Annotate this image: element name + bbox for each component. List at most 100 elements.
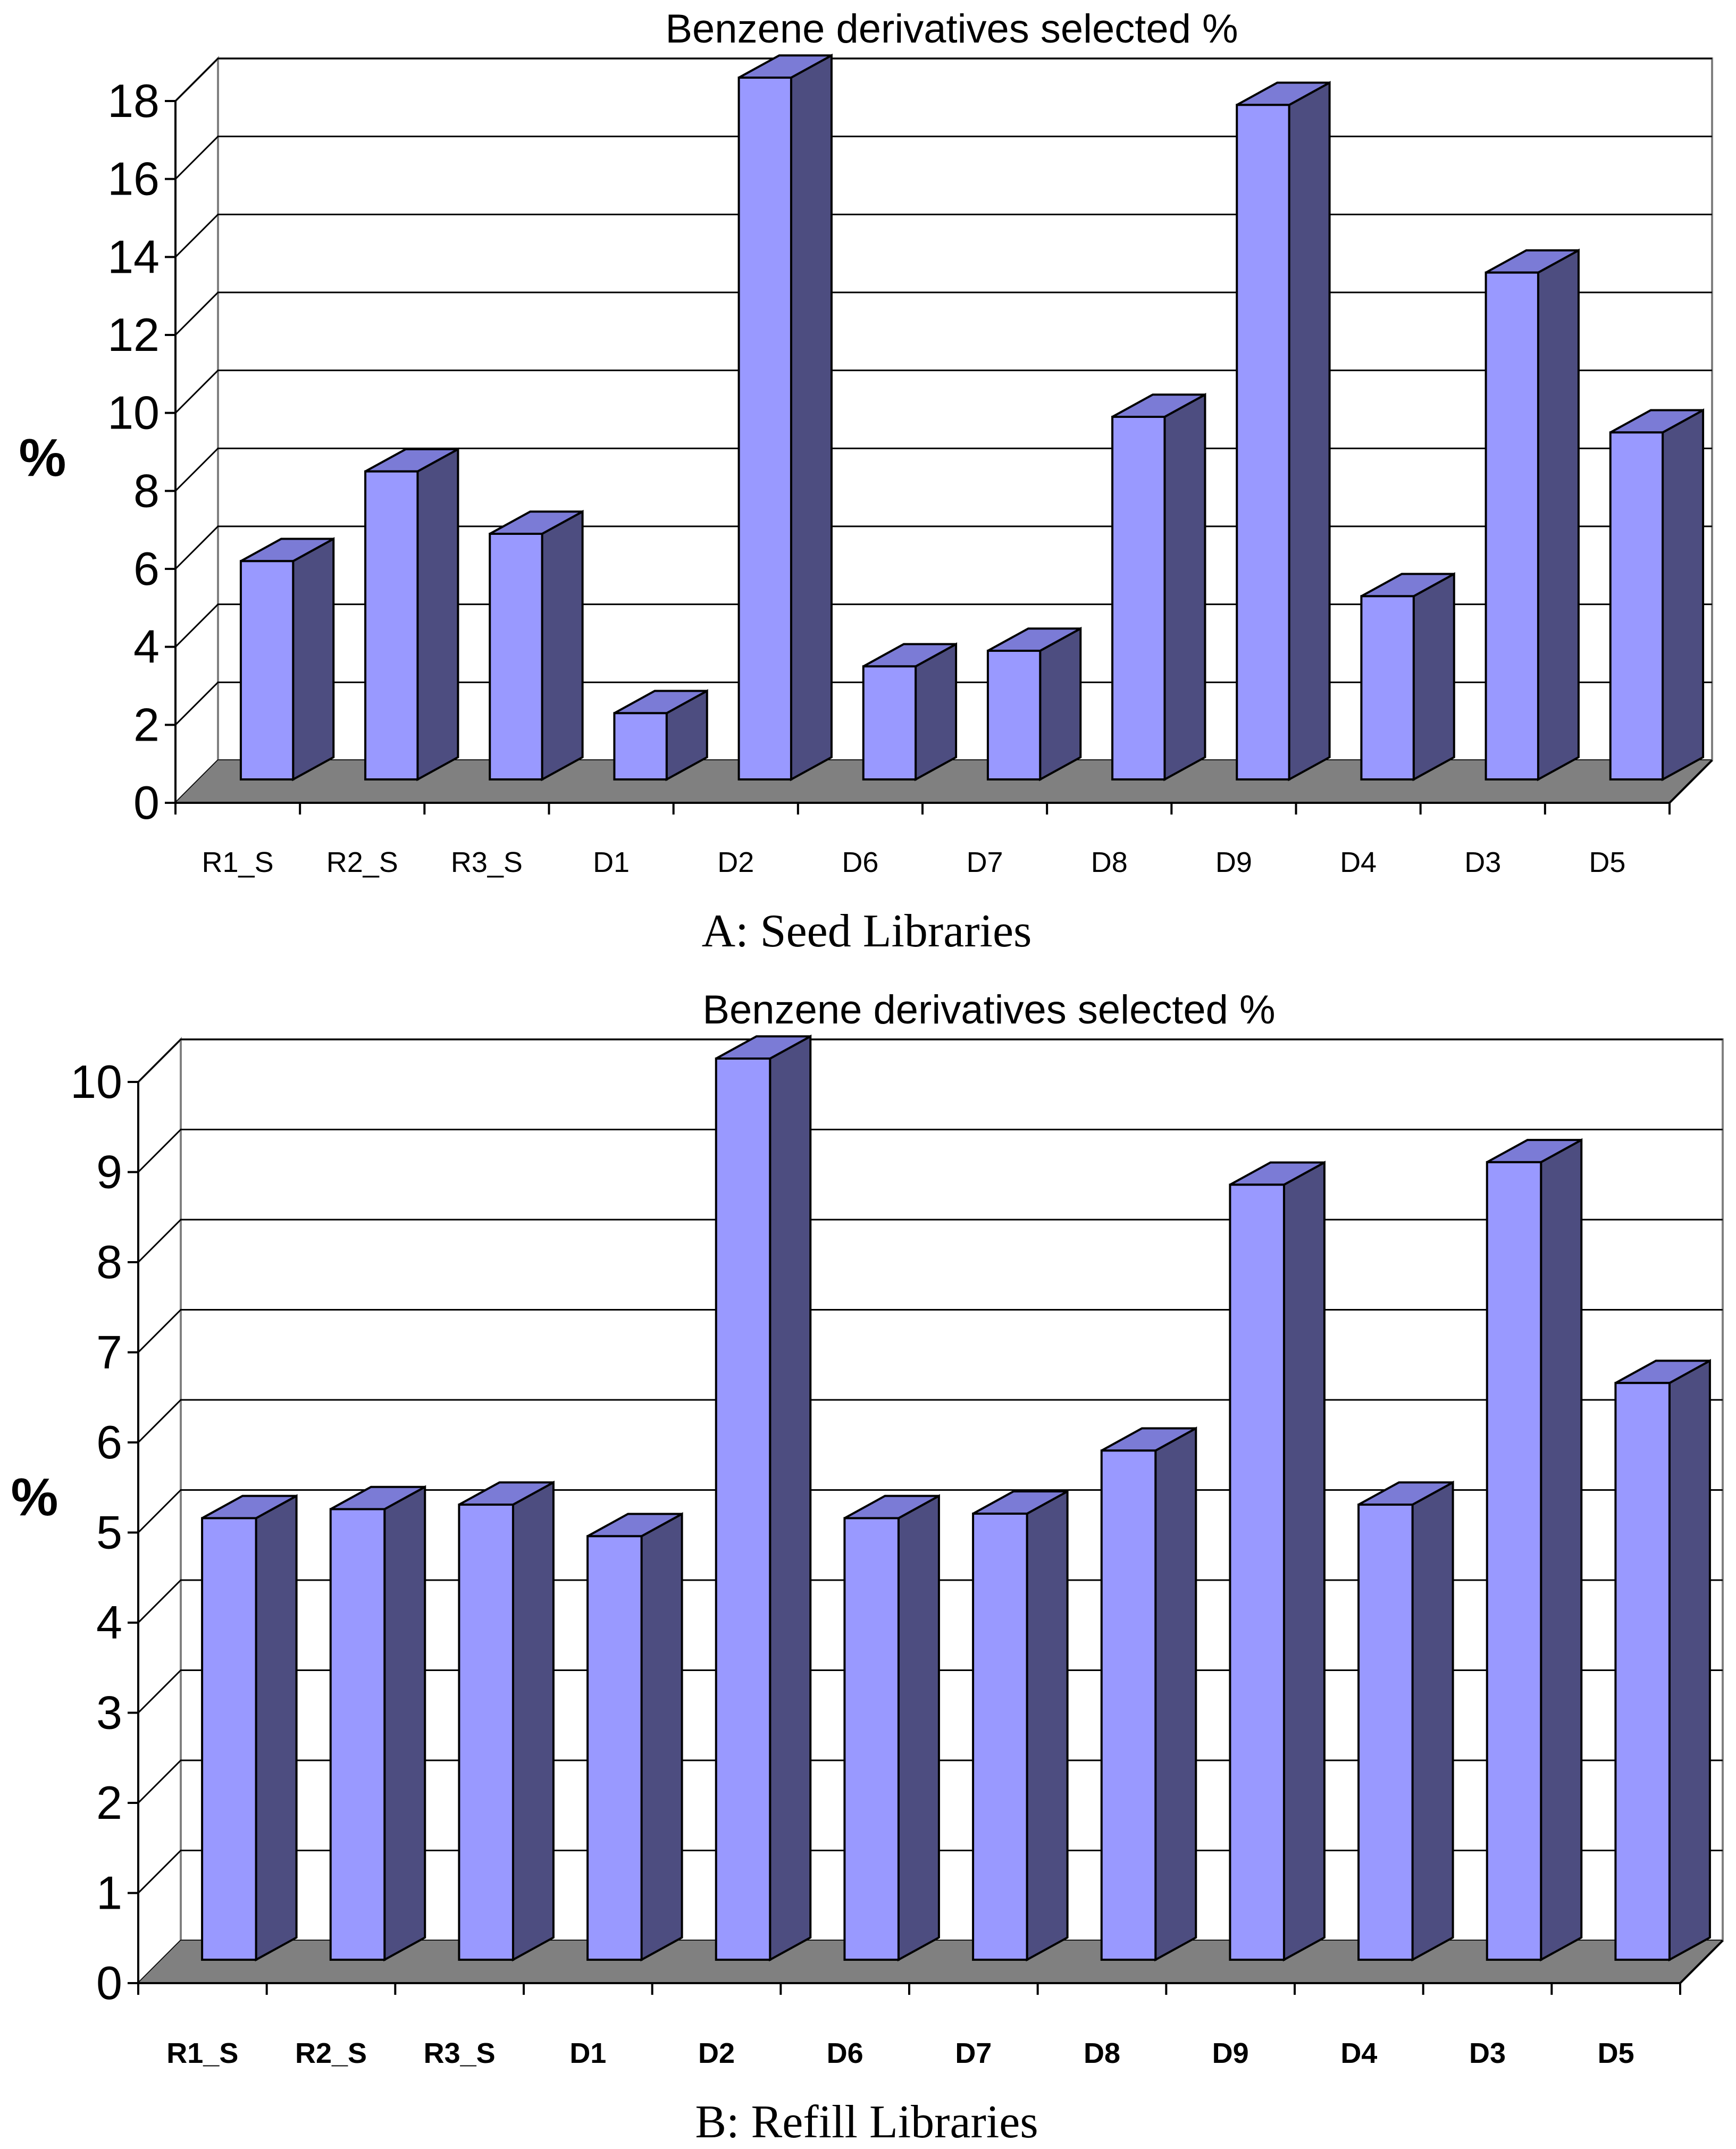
chart-b-y-axis: 0 1 2 3 4 5 6 7 8 9 10: [70, 1055, 139, 2009]
back-wall: [217, 57, 1713, 761]
bar-side: [255, 1494, 298, 1962]
chart-a-caption: A: Seed Libraries: [702, 905, 1032, 957]
bar-front: [972, 1512, 1028, 1961]
x-tick-label: R2_S: [326, 846, 398, 878]
chart-panel-b: Benzene derivatives selected % 0 1 2 3 4 5 6 7 8…: [11, 987, 1724, 2148]
bar-front: [986, 650, 1042, 780]
gridline: [137, 1219, 1723, 1263]
bar-front: [1485, 271, 1539, 780]
y-tick-label: 4: [133, 620, 160, 673]
bar-side: [1412, 572, 1455, 782]
x-tick-label: D9: [1212, 2037, 1249, 2069]
y-tick-label: 9: [96, 1146, 122, 1198]
gridline: [137, 1038, 1723, 1083]
chart-a-ylabel: %: [19, 428, 66, 488]
bar: [1486, 1138, 1583, 1962]
y-tick-label: 6: [96, 1416, 122, 1468]
x-tick-label: D5: [1598, 2037, 1634, 2069]
bar: [239, 537, 335, 782]
bar: [862, 642, 958, 782]
chart-a-bars: [239, 53, 1705, 782]
x-tick-label: D4: [1340, 2037, 1377, 2069]
x-tick-label: D1: [569, 2037, 606, 2069]
chart-b-x-axis: R1_S R2_S R3_S D1 D2 D6 D7 D8 D9 D4 D3 D5: [137, 1940, 1724, 2069]
bar-side: [1282, 1161, 1326, 1962]
bar-side: [1039, 626, 1082, 782]
y-tick-label: 8: [96, 1236, 122, 1288]
bar: [329, 1485, 426, 1962]
x-tick-label: R3_S: [424, 2037, 496, 2069]
y-tick-label: 4: [96, 1596, 122, 1649]
x-tick-label: R1_S: [202, 846, 274, 878]
gridline: [174, 370, 1712, 414]
bar-front: [843, 1517, 900, 1961]
bar: [364, 447, 459, 782]
chart-b-title: Benzene derivatives selected %: [702, 987, 1275, 1032]
gridline: [137, 1850, 1723, 1894]
bar-front: [715, 1057, 771, 1961]
x-tick-label: R3_S: [451, 846, 523, 878]
x-tick-label: D7: [955, 2037, 992, 2069]
bar-side: [915, 642, 958, 782]
bar-front: [1360, 595, 1415, 781]
y-tick-label: 10: [107, 387, 160, 439]
y-tick-label: 14: [107, 230, 160, 283]
bar-front: [1614, 1382, 1671, 1961]
y-tick-label: 2: [96, 1776, 122, 1829]
x-tick-label: R1_S: [166, 2037, 238, 2069]
y-tick-label: 5: [96, 1506, 122, 1559]
y-tick-label: 8: [133, 464, 160, 517]
y-tick-label: 10: [70, 1055, 122, 1108]
x-tick-label: D6: [842, 846, 878, 878]
chart-b-ylabel: %: [11, 1467, 58, 1527]
bar: [986, 626, 1082, 782]
bar: [715, 1034, 812, 1962]
bar-front: [737, 77, 792, 780]
bar: [1614, 1359, 1711, 1962]
bar: [613, 689, 708, 782]
bar: [586, 1512, 683, 1962]
x-axis-edge: [1668, 759, 1713, 804]
bar: [972, 1489, 1069, 1962]
y-tick-label: 16: [107, 153, 160, 205]
gridline: [174, 57, 1712, 102]
bar-front: [1486, 1161, 1542, 1961]
bar-front: [201, 1517, 257, 1961]
x-tick-label: D1: [593, 846, 630, 878]
bar-side: [1537, 248, 1580, 782]
bar-side: [897, 1494, 940, 1962]
bar-side: [1668, 1359, 1711, 1962]
bar: [201, 1494, 298, 1962]
floor: [138, 1941, 1723, 1983]
bar-side: [1540, 1138, 1583, 1962]
bar: [1236, 81, 1331, 782]
bar-side: [511, 1480, 555, 1962]
chart-a-y-axis: 0 2 4 6 8 10 12 14 16 18: [107, 74, 177, 829]
x-tick-label: D8: [1084, 2037, 1120, 2069]
gridline: [174, 681, 1712, 726]
x-tick-label: D8: [1091, 846, 1128, 878]
x-tick-label: D6: [827, 2037, 863, 2069]
y-tick-label: 12: [107, 308, 160, 361]
bar-side: [383, 1485, 426, 1962]
bar-front: [1609, 431, 1664, 780]
bar-front: [1111, 416, 1166, 780]
gridline: [137, 1399, 1723, 1443]
bar: [1100, 1426, 1197, 1962]
bar-side: [1026, 1489, 1069, 1962]
bar-front: [862, 665, 917, 781]
gridline: [174, 136, 1712, 180]
chart-a-title: Benzene derivatives selected %: [665, 6, 1238, 52]
x-tick-label: D5: [1589, 846, 1625, 878]
y-tick-label: 7: [96, 1326, 122, 1379]
bar-side: [1411, 1480, 1454, 1962]
y-tick-label: 0: [96, 1957, 122, 2009]
y-tick-label: 18: [107, 74, 160, 127]
bar: [1357, 1480, 1454, 1962]
side-wall: [174, 56, 219, 805]
gridline: [137, 1669, 1723, 1714]
y-tick-label: 2: [133, 698, 160, 751]
bar: [843, 1494, 940, 1962]
x-axis-edge: [1679, 1940, 1724, 1984]
